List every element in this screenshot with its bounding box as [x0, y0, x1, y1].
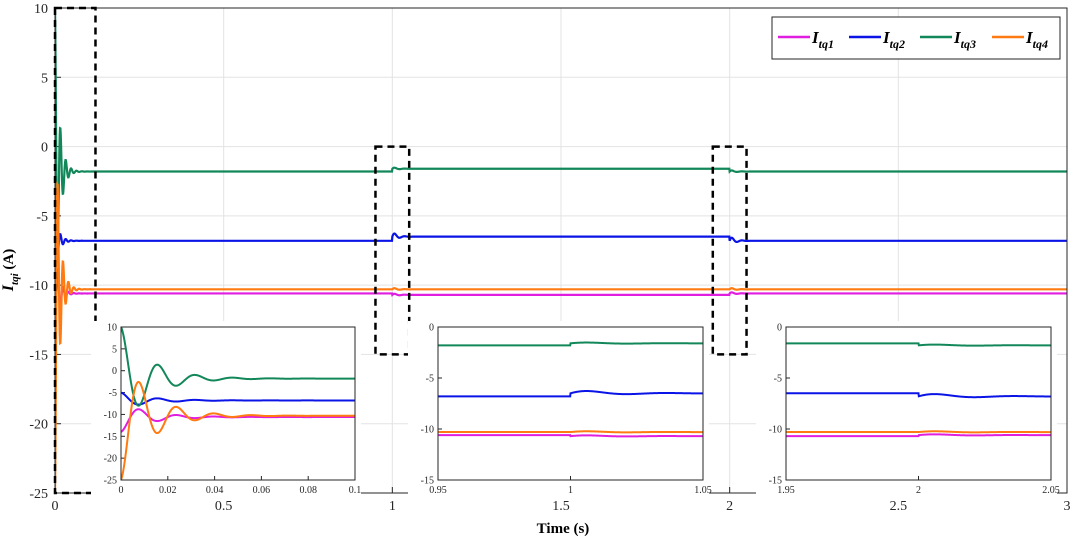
y-tick-label: -10	[29, 279, 48, 294]
inset-x-tick-label: 0.02	[159, 485, 177, 496]
inset-curves	[438, 341, 703, 438]
x-tick-label: 1.5	[552, 499, 570, 514]
inset-x-tick-label: 1.95	[777, 485, 795, 496]
y-axis-label-main: I	[0, 284, 17, 292]
y-tick-label: -25	[29, 487, 48, 502]
legend-label-tq4: Itq4	[1025, 28, 1048, 51]
inset-x-tick-label: 0.1	[349, 485, 362, 496]
main-curves	[55, 8, 1067, 493]
legend-label-main: I	[953, 28, 962, 47]
x-tick-label: 1	[389, 499, 396, 514]
legend-label-sub: tq2	[890, 37, 905, 51]
inset-series-line-tq1	[438, 434, 703, 438]
y-tick-label: 5	[41, 71, 48, 86]
inset-2: 0.95 1 1.05 0 -5 -10 -15	[408, 321, 712, 500]
inset-3: 1.95 2 2.05 0 -5 -10 -15	[756, 321, 1060, 500]
inset-y-tick-label: -15	[104, 432, 117, 443]
inset-y-tick-label: -15	[769, 476, 782, 487]
inset-x-tick-label: 2.05	[1042, 485, 1060, 496]
inset-y-tick-label: -20	[104, 454, 117, 465]
inset-y-tick-label: 10	[107, 323, 117, 334]
inset-series-line-tq3	[121, 327, 355, 407]
inset-series-line-tq4	[121, 381, 355, 480]
inset-frame	[120, 326, 356, 481]
legend-label-tq2: Itq2	[882, 28, 905, 51]
series-line-tq1	[55, 267, 1067, 341]
legend-label-sub: tq3	[961, 37, 976, 51]
inset-series-line-tq2	[121, 391, 355, 406]
inset-background	[756, 321, 1057, 500]
inset-x-tick-label: 0.95	[429, 485, 447, 496]
legend-label-main: I	[882, 28, 891, 47]
inset-y-tick-label: 0	[777, 323, 782, 334]
legend: Itq1 Itq2 Itq3 Itq4	[771, 16, 1061, 60]
inset-1: 0 0.02 0.04 0.06 0.08 0.1 10 5 0 -5 -10 -15 -20 -25	[91, 321, 361, 500]
inset-frame	[785, 326, 1052, 481]
inset-x-tick-label: 2	[916, 485, 921, 496]
inset-curves	[121, 327, 355, 480]
inset-series-line-tq3	[786, 342, 1051, 347]
inset-curves	[786, 342, 1051, 438]
zoom-box-1	[53, 6, 97, 495]
series-line-tq3	[55, 8, 1067, 259]
inset-y-tick-label: 0	[429, 323, 434, 334]
inset-x-tick-label: 1.05	[694, 485, 712, 496]
legend-label-sub: tq1	[819, 37, 834, 51]
x-axis-label: Time (s)	[537, 521, 590, 537]
y-axis-label-sub: tqi	[9, 272, 21, 285]
inset-frame	[437, 326, 704, 481]
inset-series-line-tq2	[438, 390, 703, 398]
inset-x-tick-label: 0.06	[253, 485, 271, 496]
inset-background	[408, 321, 709, 500]
x-tick-label: 0	[52, 499, 59, 514]
inset-y-tick-label: -10	[104, 410, 117, 421]
legend-label-main: I	[811, 28, 820, 47]
inset-series-line-tq4	[438, 430, 703, 434]
inset-y-tick-label: -10	[421, 425, 434, 436]
y-tick-label: -5	[36, 210, 48, 225]
x-tick-label: 2	[726, 499, 733, 514]
x-tick-label: 3	[1064, 499, 1071, 514]
legend-label-sub: tq4	[1033, 37, 1048, 51]
inset-y-tick-label: -5	[774, 374, 782, 385]
inset-x-tick-label: 1	[568, 485, 573, 496]
y-tick-label: 10	[34, 2, 48, 17]
inset-series-line-tq2	[786, 392, 1051, 399]
series-line-tq2	[55, 215, 1067, 255]
series-line-tq4	[55, 181, 1067, 493]
x-tick-label: 0.5	[215, 499, 233, 514]
inset-y-tick-label: -15	[421, 476, 434, 487]
y-tick-label: 0	[41, 141, 48, 156]
legend-label-tq1: Itq1	[811, 28, 834, 51]
legend-label-tq3: Itq3	[953, 28, 976, 51]
y-axis-label-unit: (A)	[1, 249, 17, 274]
inset-y-tick-label: 0	[112, 366, 117, 377]
inset-y-tick-label: -5	[426, 374, 434, 385]
inset-series-line-tq4	[786, 430, 1051, 434]
inset-x-tick-label: 0.04	[206, 485, 224, 496]
inset-x-tick-label: 0	[119, 485, 124, 496]
inset-y-tick-label: 5	[112, 344, 117, 355]
y-axis-label: Itqi (A)	[0, 249, 21, 292]
y-tick-label: -20	[29, 418, 48, 433]
inset-y-tick-label: -5	[109, 388, 117, 399]
inset-y-tick-label: -10	[769, 425, 782, 436]
inset-series-line-tq1	[786, 433, 1051, 438]
inset-x-tick-label: 0.08	[299, 485, 317, 496]
zoom-box-2	[374, 145, 411, 356]
y-tick-label: -15	[29, 348, 48, 363]
inset-series-line-tq3	[438, 341, 703, 347]
inset-y-tick-label: -25	[104, 476, 117, 487]
zoom-box-3	[711, 145, 748, 356]
legend-label-main: I	[1025, 28, 1034, 47]
x-tick-label: 2.5	[890, 499, 908, 514]
